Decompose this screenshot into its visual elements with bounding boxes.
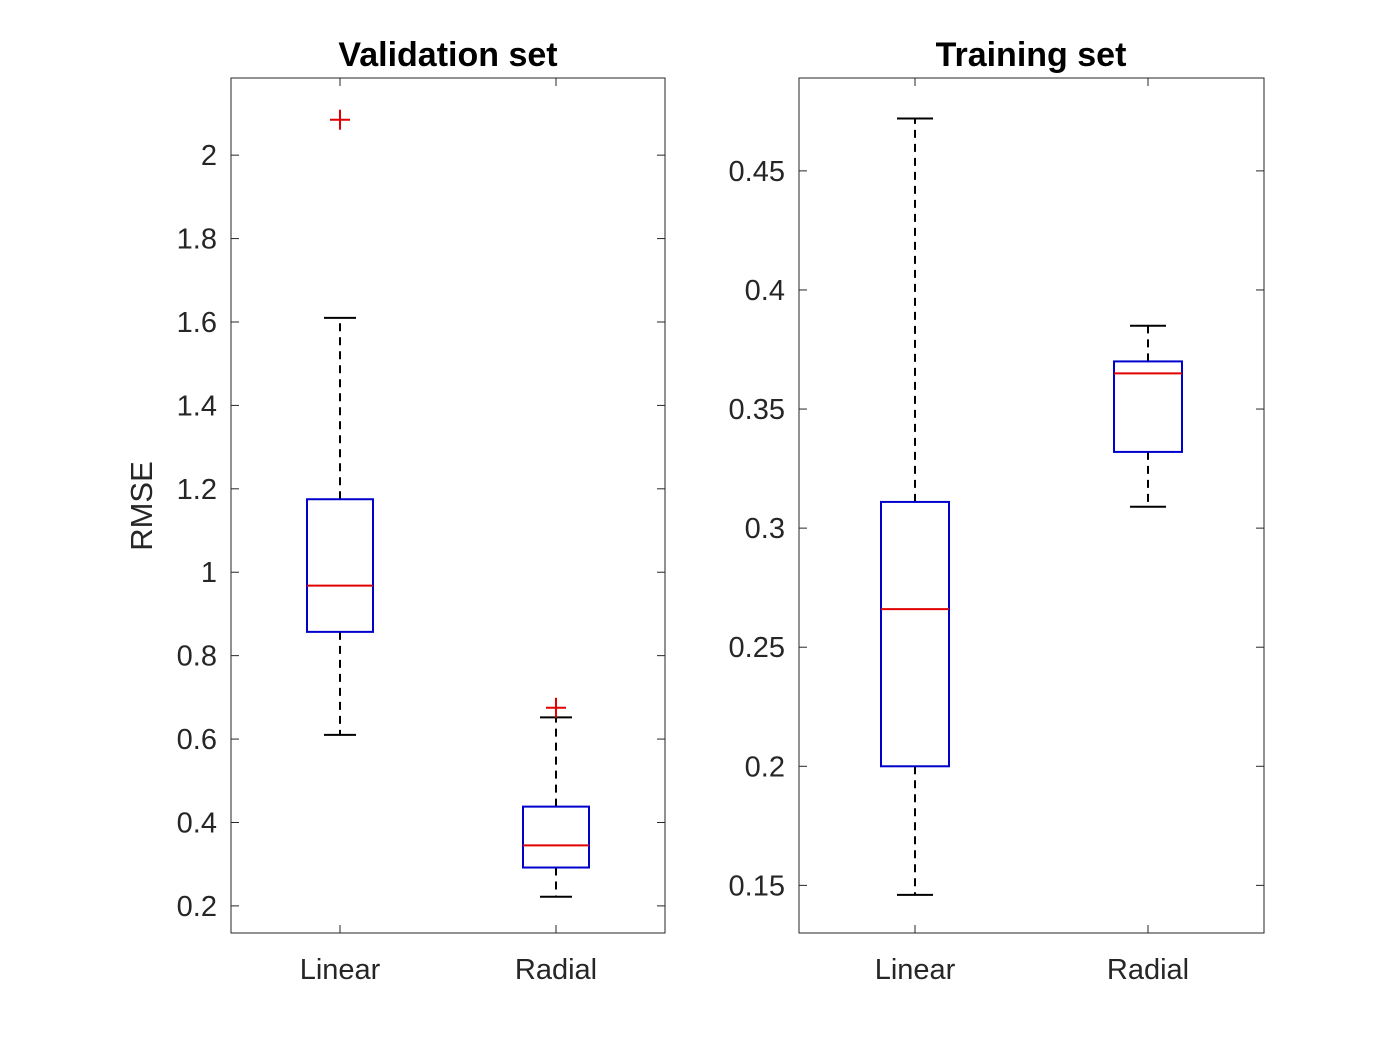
- validation-linear-boxplot: [306, 109, 374, 736]
- validation-ytick-label: 1.6: [177, 307, 217, 339]
- training-ytick-label: 0.4: [745, 275, 785, 307]
- training-ytick-label: 0.2: [745, 751, 785, 783]
- validation-axes-frame: [230, 77, 666, 934]
- validation-radial-boxplot: [522, 697, 590, 898]
- training-radial-box: [1113, 360, 1183, 453]
- training-linear-box: [880, 500, 950, 768]
- training-ytick-label: 0.15: [729, 870, 785, 902]
- training-xtick-label-linear: Linear: [875, 954, 956, 986]
- training-title: Training set: [936, 36, 1127, 74]
- validation-radial-outlier: [546, 697, 566, 718]
- validation-title: Validation set: [338, 36, 557, 74]
- validation-ytick-label: 1.2: [177, 474, 217, 506]
- training-axes-frame: [798, 77, 1265, 934]
- validation-radial-box: [522, 805, 590, 869]
- validation-panel: Validation set RMSE 0.2 0.4 0.6 0.8 1 1.2 1.4 1…: [124, 36, 666, 986]
- validation-ytick-label: 2: [201, 140, 217, 172]
- validation-linear-box: [306, 498, 374, 633]
- training-radial-boxplot: [1113, 324, 1183, 508]
- validation-xtick-label-linear: Linear: [300, 954, 381, 986]
- validation-ytick-label: 1.4: [177, 390, 217, 422]
- validation-ytick-label: 0.4: [177, 807, 217, 839]
- training-xtick-label-radial: Radial: [1107, 954, 1189, 986]
- training-ytick-label: 0.3: [745, 513, 785, 545]
- validation-ytick-label: 0.2: [177, 891, 217, 923]
- validation-ytick-label: 0.8: [177, 641, 217, 673]
- validation-xtick-label-radial: Radial: [515, 954, 597, 986]
- validation-ytick-label: 1.8: [177, 224, 217, 256]
- training-panel: Training set 0.15 0.2 0.25 0.3 0.35 0.4 0.45 Li…: [729, 36, 1265, 986]
- validation-ylabel: RMSE: [124, 461, 159, 551]
- validation-ytick-label: 0.6: [177, 724, 217, 756]
- validation-ytick-label: 1: [201, 557, 217, 589]
- training-ytick-label: 0.25: [729, 632, 785, 664]
- training-ytick-label: 0.35: [729, 394, 785, 426]
- validation-linear-outlier: [330, 109, 350, 130]
- training-ytick-label: 0.45: [729, 156, 785, 188]
- training-linear-boxplot: [880, 117, 950, 896]
